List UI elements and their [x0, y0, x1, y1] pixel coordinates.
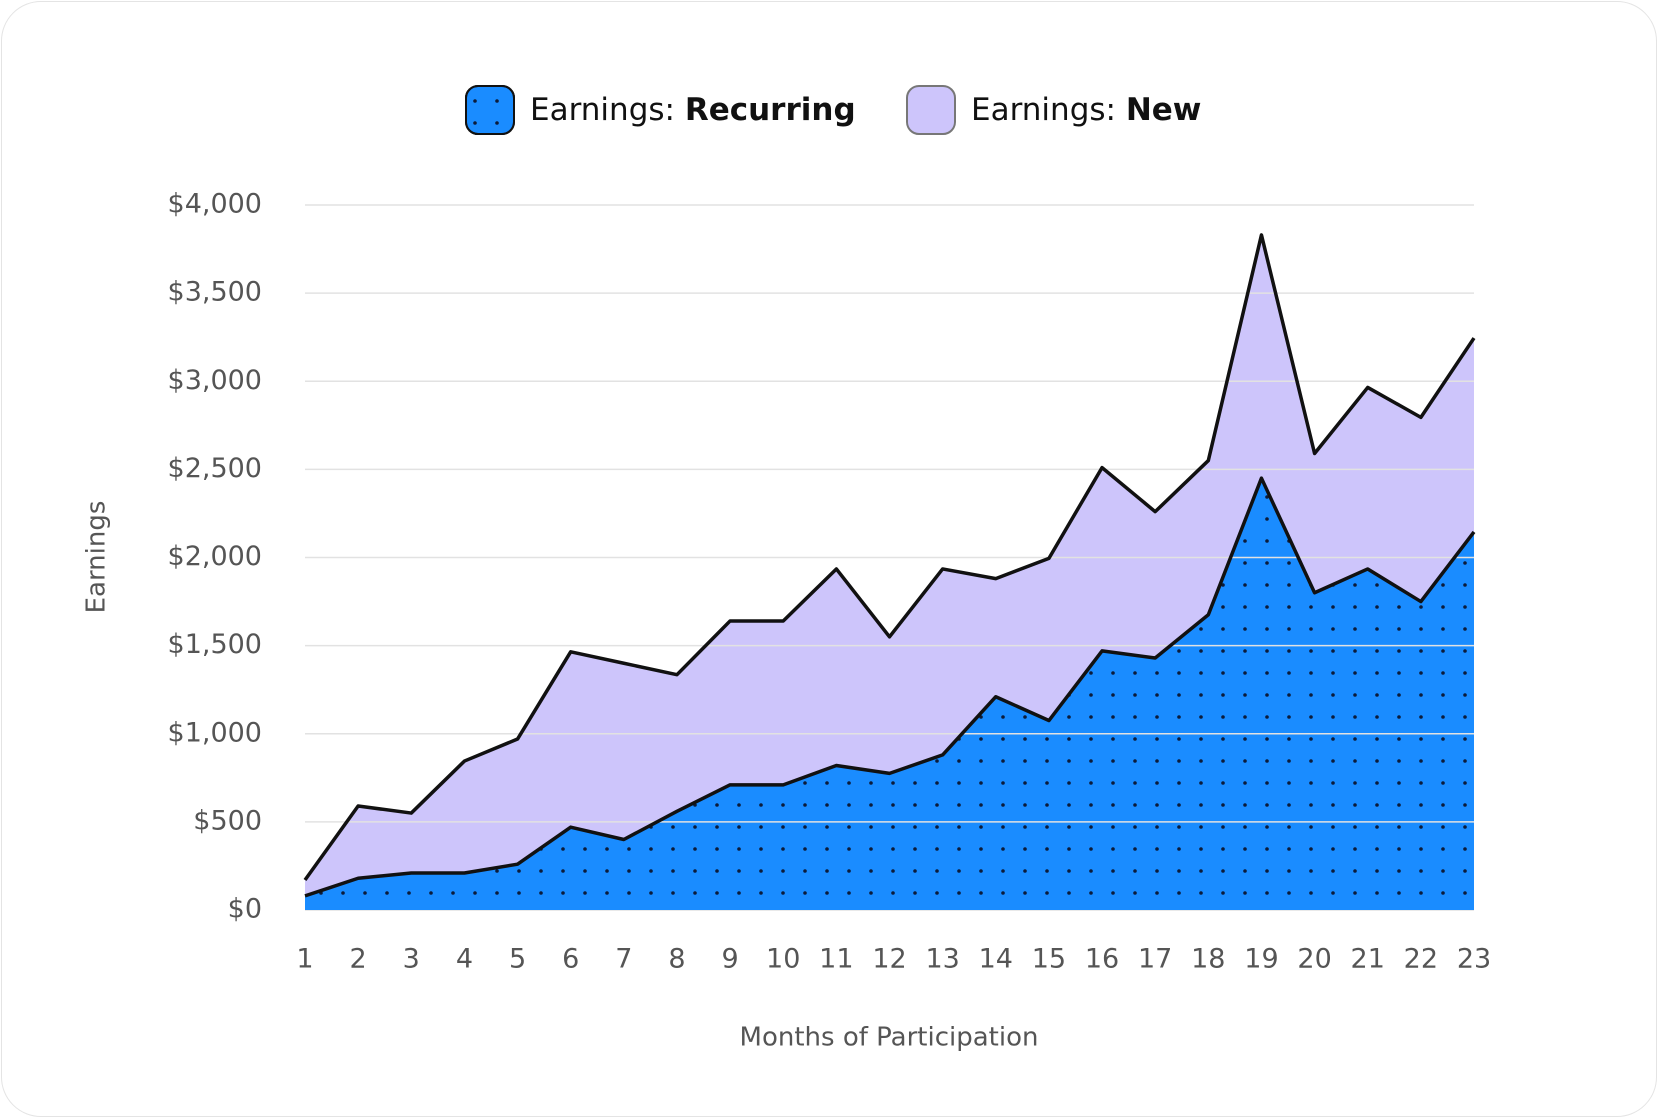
x-tick-label: 21: [1351, 944, 1385, 975]
x-tick-label: 6: [562, 944, 579, 975]
x-tick-label: 11: [819, 944, 853, 975]
y-tick-label: $2,500: [168, 453, 262, 484]
x-tick-label: 3: [403, 944, 420, 975]
x-tick-label: 23: [1457, 944, 1491, 975]
x-tick-label: 7: [615, 944, 632, 975]
x-tick-label: 18: [1191, 944, 1225, 975]
y-tick-label: $3,500: [168, 277, 262, 308]
x-tick-label: 12: [872, 944, 906, 975]
y-tick-label: $500: [193, 805, 262, 836]
x-axis-title: Months of Participation: [740, 1023, 1039, 1053]
x-tick-label: 19: [1244, 944, 1278, 975]
x-tick-label: 17: [1138, 944, 1172, 975]
legend-label: Earnings: New: [971, 92, 1201, 128]
legend-label-prefix: Earnings:: [530, 92, 685, 128]
area: [305, 234, 1474, 896]
line: [303, 233, 1476, 882]
x-tick-label: 9: [721, 944, 738, 975]
x-tick-label: 22: [1404, 944, 1438, 975]
legend-label: Earnings: Recurring: [530, 92, 856, 128]
x-tick-label: 13: [925, 944, 959, 975]
line: [304, 476, 1476, 898]
x-tick-label: 14: [979, 944, 1013, 975]
y-tick-label: $4,000: [168, 189, 262, 220]
x-tick-label: 2: [350, 944, 367, 975]
x-tick-label: 8: [668, 944, 685, 975]
area-pattern: [305, 478, 1474, 910]
y-tick-label: $3,000: [168, 365, 262, 396]
x-tick-label: 15: [1032, 944, 1066, 975]
y-tick-label: $1,000: [168, 717, 262, 748]
legend-swatch-pattern: [465, 85, 515, 135]
x-tick-label: 10: [766, 944, 800, 975]
x-tick-label: 20: [1297, 944, 1331, 975]
y-axis-title: Earnings: [82, 501, 112, 614]
y-tick-label: $2,000: [168, 541, 262, 572]
y-tick-label: $0: [228, 894, 262, 925]
x-tick-label: 4: [456, 944, 473, 975]
x-tick-label: 1: [296, 944, 313, 975]
legend-label-strong: Recurring: [685, 92, 856, 128]
y-tick-label: $1,500: [168, 629, 262, 660]
x-tick-label: 16: [1085, 944, 1119, 975]
legend-swatch: [906, 85, 956, 135]
x-tick-label: 5: [509, 944, 526, 975]
legend-label-prefix: Earnings:: [971, 92, 1126, 128]
legend-label-strong: New: [1126, 92, 1202, 128]
